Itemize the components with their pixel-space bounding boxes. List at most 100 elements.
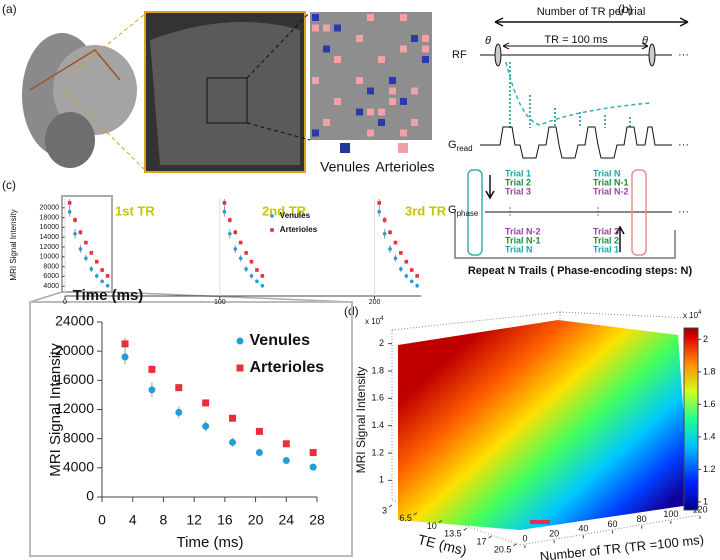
y-axis-label: MRI Signal Intensity [47,343,64,477]
marker [73,218,77,222]
y-tick-label: 16000 [40,224,60,231]
voxel [356,108,363,116]
panel-label: (a) [2,2,17,16]
x-tick-label: 13.5 [444,529,462,539]
marker [89,267,94,271]
flip-angle: θ [485,35,491,47]
y-tick-label: 0 [522,533,527,543]
x-axis-label: Time (ms) [177,534,244,551]
marker [84,256,88,261]
y-tick-label: 4000 [63,459,94,475]
trial-label: Trial N-2 [593,186,629,196]
y-tick-label: 14000 [40,234,60,241]
y-tick-label: 80 [637,514,647,524]
marker [409,268,414,272]
marker [148,386,156,394]
marker [249,259,254,264]
exponent-power: 4 [380,316,384,322]
inset-frame [29,301,353,557]
marker [94,274,99,278]
voxel [367,14,374,21]
annotation: 3rd TR [405,203,447,218]
marker [105,283,110,288]
y-axis-label: Number of TR (TR =100 ms) [539,532,705,560]
axis-frame [391,311,561,331]
y-tick-label: 6000 [43,273,59,280]
marker [100,268,104,272]
panel-label: (c) [2,178,16,192]
annotation: Number of TR per trial [537,6,646,18]
marker [233,247,238,251]
colorbar [683,327,699,511]
colorbar-tick-label: 1.6 [703,399,716,409]
marker [255,449,263,457]
legend-label: Arterioles [375,159,434,175]
x-tick [463,527,467,531]
exponent-power: 4 [698,310,702,316]
marker [399,267,403,271]
x-tick [388,504,393,508]
ellipsis: ··· [678,139,689,151]
voxel [411,87,418,95]
marker [67,209,72,214]
marker [260,274,265,278]
voxel [334,56,341,63]
marker [249,274,254,278]
x-tick [438,520,443,523]
voxel [400,45,407,53]
roi-box [206,77,248,124]
marker [415,274,419,278]
voxel [334,24,341,32]
marker [282,457,290,465]
voxel [400,129,407,137]
highlight-box [61,195,113,293]
annotation: Repeat N Trails ( Phase-encoding steps: … [468,265,693,277]
voxel [400,14,407,21]
legend-swatch [340,143,350,153]
voxel [389,87,396,95]
trial-label: Trial 2 [593,235,619,245]
axis-label: Gread [448,139,473,153]
marker [175,408,183,416]
marker [100,279,104,284]
voxel [334,98,341,105]
marker [393,240,398,245]
trial-label: Trial 1 [593,244,619,254]
y-tick-label: 4000 [43,283,59,290]
colorbar-tick-label: 1.2 [703,464,716,474]
x-tick-label: 200 [369,299,381,306]
axis-label: Gphase [448,204,479,218]
exponent-label: x 104 [365,316,384,327]
flip-angle: θ [642,35,648,47]
y-tick-label: 12000 [55,400,94,416]
voxel [356,35,363,42]
marker [84,240,88,245]
x-axis-label: Time (ms) [73,287,144,304]
marker [202,399,210,407]
marker [228,231,232,236]
marker [121,340,129,348]
symbol: G [448,139,457,151]
z-tick-label: 1.4 [371,420,384,430]
annotation: TR = 100 ms [544,34,608,46]
trial-label: Trial N-1 [505,235,541,245]
marker [73,231,77,236]
trial-label: Trial 3 [593,226,619,236]
marker [121,353,129,361]
x-tick-label: 20.5 [494,544,512,554]
trial-label: Trial 1 [505,168,531,178]
marker [89,251,94,255]
colorbar-tick-label: 2 [703,334,708,344]
ellipsis: ··· [678,206,689,218]
legend-label: Venules [320,159,370,175]
zoom-line [111,291,353,303]
x-tick-label: 10 [427,521,437,531]
pulse-sequence: ⋮ ⋮ [454,17,689,259]
colorbar-tick-label: 1.8 [703,366,716,376]
zoom-line [29,291,63,303]
surface-bottom [530,520,550,524]
x-tick-label: 4 [129,512,137,528]
voxel [378,119,385,126]
z-tick-label: 1 [379,475,384,485]
x-tick-label: 28 [309,512,325,528]
